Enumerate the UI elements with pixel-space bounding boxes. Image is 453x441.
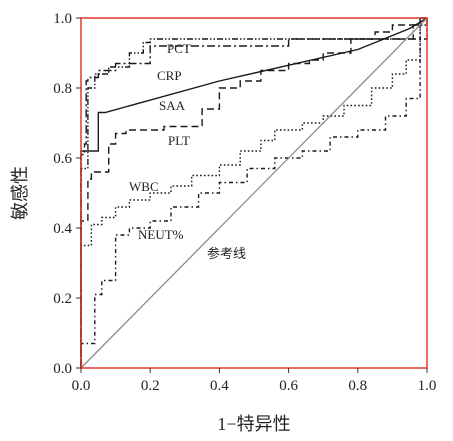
y-tick-label: 0.0 [53,361,72,377]
x-tick-label: 0.0 [72,378,91,394]
reference-line-group: 参考线 [80,17,428,369]
series-line-saa [80,17,428,368]
y-axis-title: 敏感性 [10,166,30,220]
series-label-neut: NEUT% [138,227,184,242]
series-line-crp [80,18,428,368]
series-label-crp: CRP [157,68,182,83]
y-tick-label: 0.8 [53,81,72,97]
series-line-plt [80,17,427,368]
series-line-neut [80,17,427,368]
series-line-pct [80,18,428,368]
y-tick-label: 1.0 [53,11,72,27]
y-ticks: 0.0 0.2 0.4 0.6 0.8 1.0 [53,11,81,377]
x-tick-label: 0.2 [141,378,160,394]
series-label-pct: PCT [167,41,191,56]
y-tick-label: 0.6 [53,151,72,167]
reference-line-label: 参考线 [207,246,246,261]
plot-frame [80,17,428,369]
x-ticks: 0.0 0.2 0.4 0.6 0.8 1.0 [72,368,437,394]
reference-line [80,17,428,369]
x-tick-label: 0.4 [210,378,229,394]
x-tick-label: 0.6 [279,378,298,394]
series-labels: PCT CRP SAA PLT WBC NEUT% [129,41,191,242]
series-label-plt: PLT [168,133,190,148]
x-axis-title: 1−特异性 [217,414,290,434]
series-lines [80,17,428,368]
series-label-saa: SAA [159,98,186,113]
y-tick-label: 0.2 [53,291,72,307]
x-tick-label: 0.8 [348,378,367,394]
y-tick-label: 0.4 [53,221,72,237]
x-tick-label: 1.0 [418,378,437,394]
series-label-wbc: WBC [129,179,159,194]
